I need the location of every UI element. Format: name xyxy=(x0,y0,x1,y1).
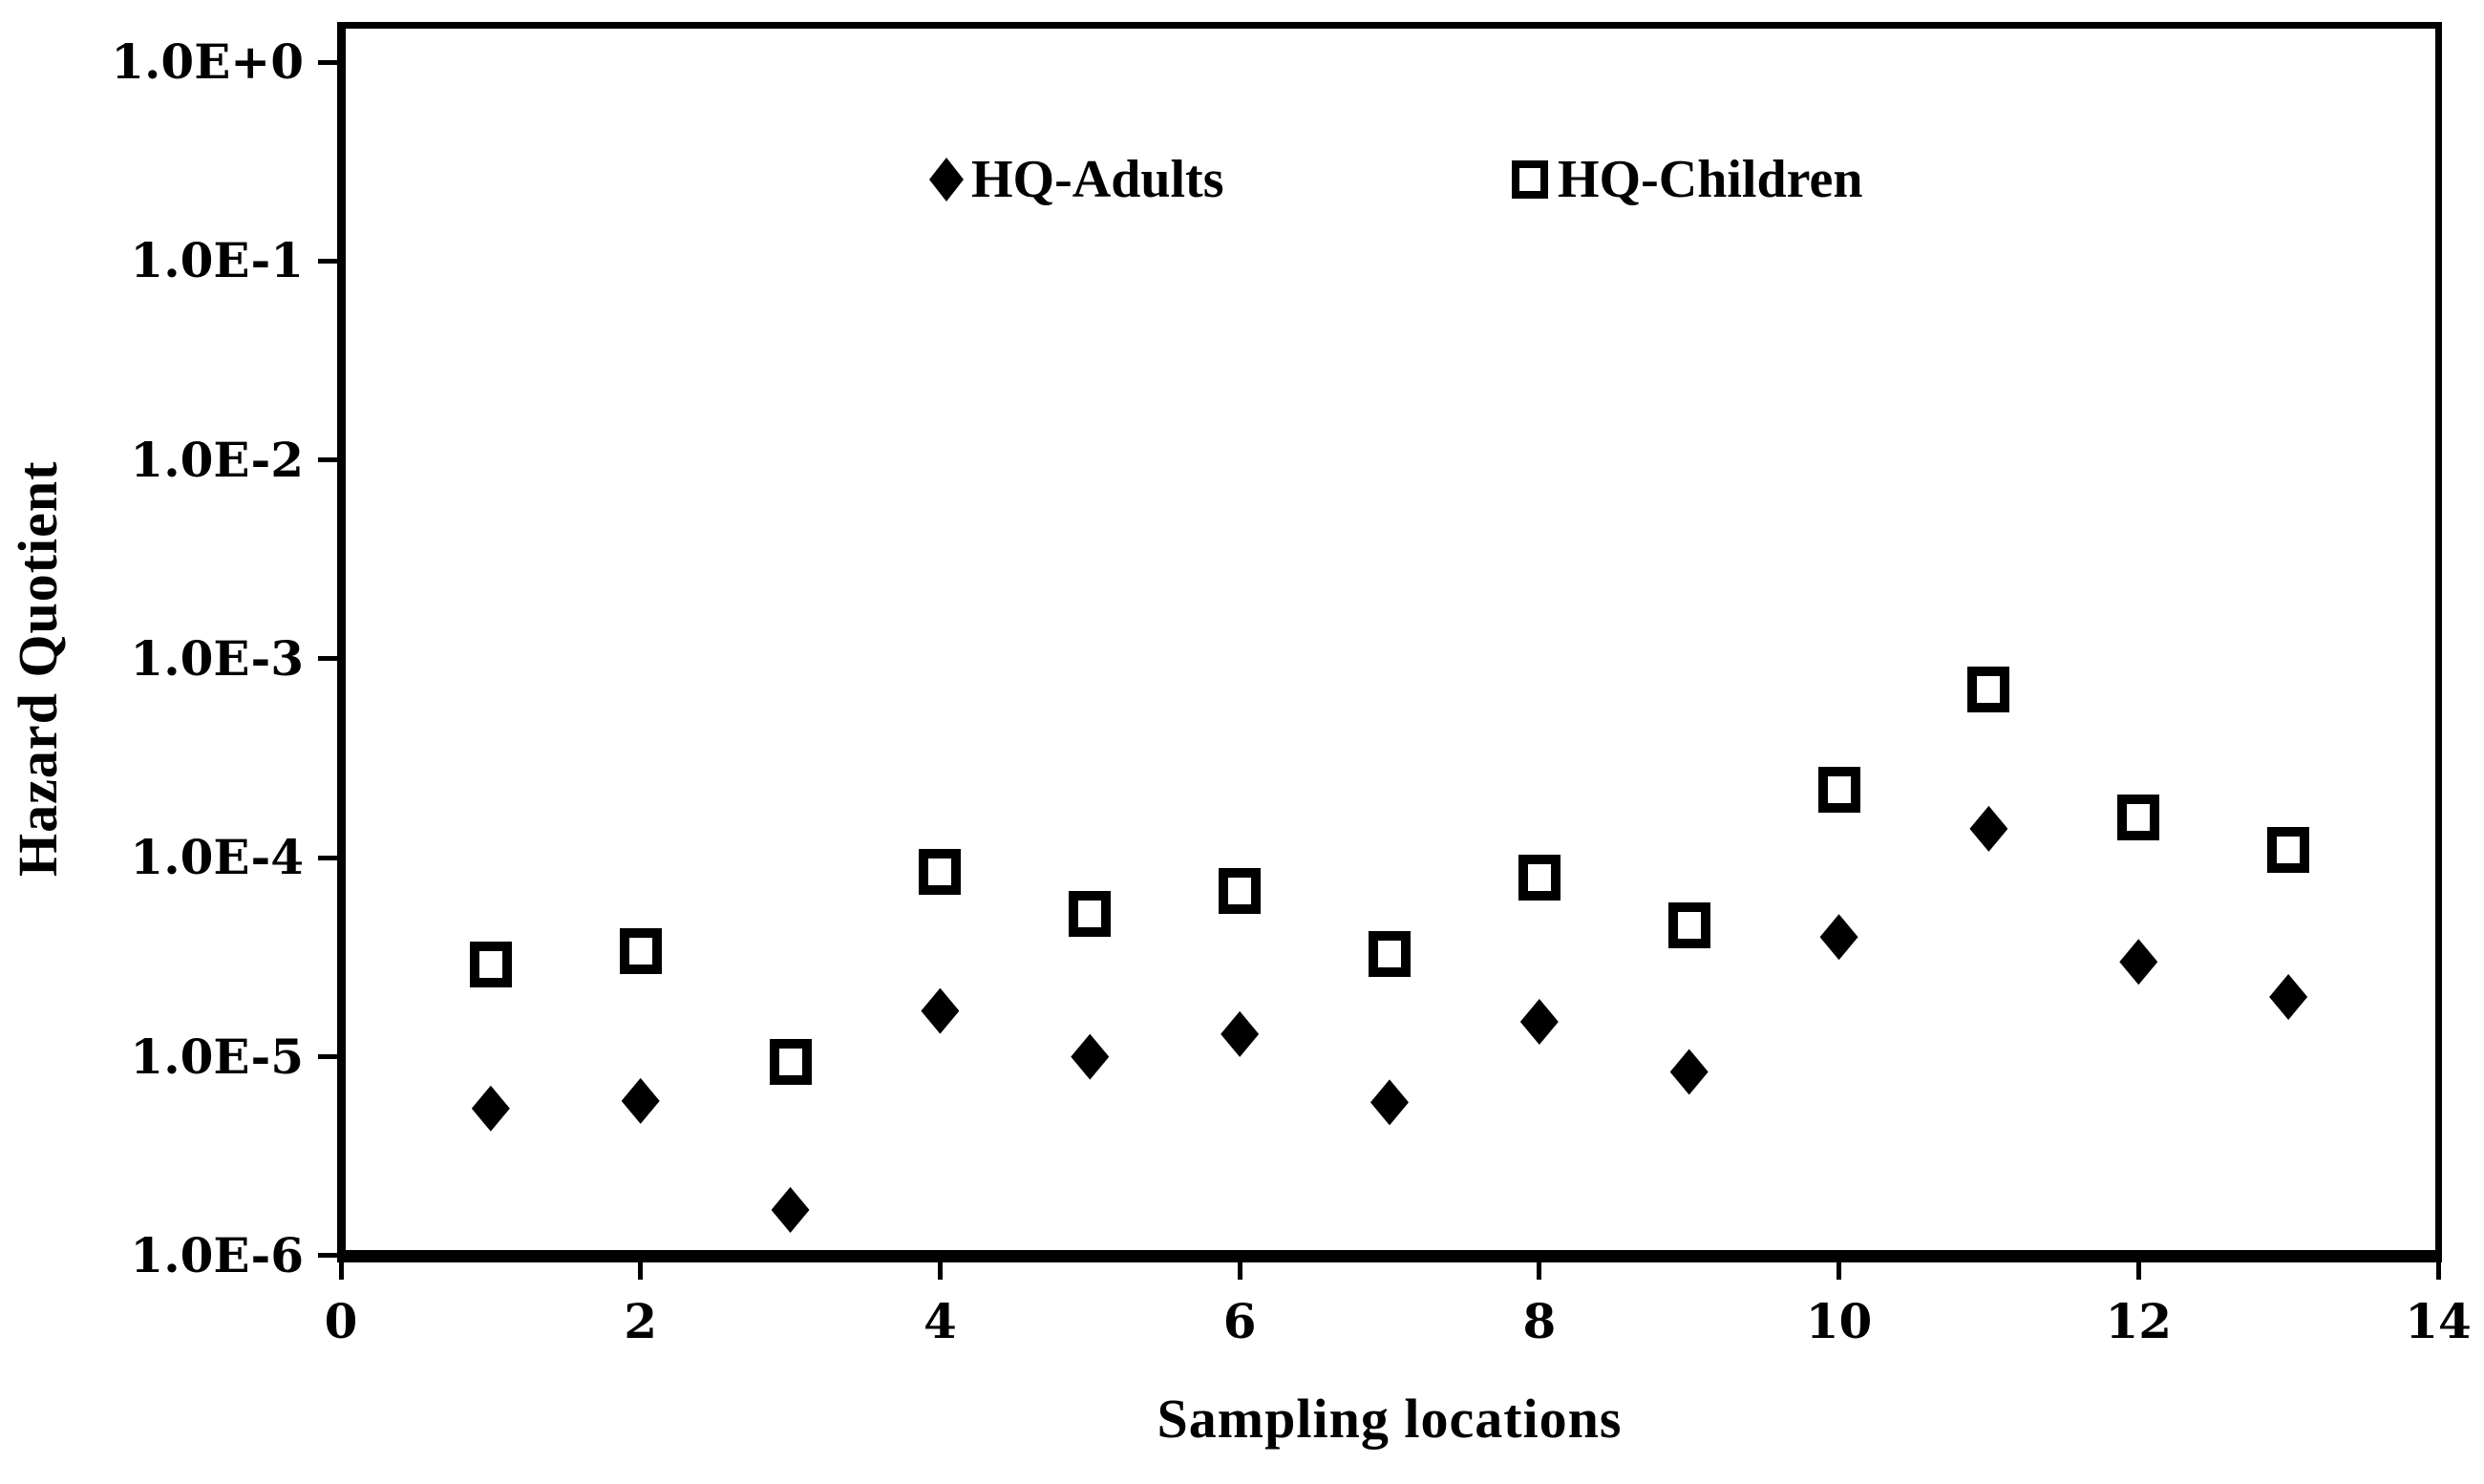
y-tick-label: 1.0E-4 xyxy=(130,829,304,886)
x-tick-label: 4 xyxy=(924,1293,957,1349)
point-hq-children-loc-5 xyxy=(1069,891,1112,938)
legend-item-hq-children: HQ-Children xyxy=(1512,149,1862,210)
point-hq-children-loc-13 xyxy=(2267,826,2310,873)
y-tick-label: 1.0E-1 xyxy=(130,232,304,289)
x-tick-mark xyxy=(2435,1262,2441,1280)
x-tick-mark xyxy=(937,1262,943,1280)
x-tick-label: 14 xyxy=(2405,1293,2472,1349)
x-tick-mark xyxy=(1836,1262,1842,1280)
filled-diamond-icon xyxy=(929,158,964,201)
x-tick-mark xyxy=(2135,1262,2141,1280)
x-axis-title: Sampling locations xyxy=(1157,1388,1623,1450)
point-hq-children-loc-2 xyxy=(619,927,662,974)
legend-label-hq-adults: HQ-Adults xyxy=(971,150,1224,209)
legend-label-hq-children: HQ-Children xyxy=(1558,150,1863,209)
x-tick-mark xyxy=(638,1262,644,1280)
x-tick-label: 8 xyxy=(1522,1293,1557,1349)
y-tick-mark xyxy=(318,457,341,463)
x-tick-label: 0 xyxy=(324,1293,358,1349)
x-tick-label: 10 xyxy=(1805,1293,1873,1349)
legend-item-hq-adults: HQ-Adults xyxy=(929,149,1224,210)
y-tick-mark xyxy=(318,656,341,662)
y-tick-mark xyxy=(318,1253,341,1259)
y-tick-mark xyxy=(318,258,341,264)
x-tick-label: 2 xyxy=(624,1293,658,1349)
y-tick-label: 1.0E-6 xyxy=(130,1226,304,1283)
plot-area xyxy=(337,22,2442,1262)
point-hq-children-loc-9 xyxy=(1667,901,1710,948)
point-hq-children-loc-12 xyxy=(2117,794,2160,840)
x-tick-label: 6 xyxy=(1222,1293,1257,1349)
x-tick-mark xyxy=(1237,1262,1242,1280)
x-tick-mark xyxy=(1537,1262,1542,1280)
y-tick-mark xyxy=(318,855,341,860)
y-tick-label: 1.0E-5 xyxy=(130,1028,304,1085)
point-hq-children-loc-3 xyxy=(769,1039,812,1086)
y-tick-label: 1.0E-3 xyxy=(130,629,304,687)
point-hq-children-loc-8 xyxy=(1518,854,1560,901)
point-hq-children-loc-1 xyxy=(469,942,512,988)
point-hq-children-loc-4 xyxy=(919,849,962,896)
point-hq-children-loc-11 xyxy=(1967,667,2010,713)
point-hq-children-loc-6 xyxy=(1219,868,1262,915)
y-tick-mark xyxy=(318,1054,341,1060)
x-tick-label: 12 xyxy=(2105,1293,2173,1349)
point-hq-children-loc-10 xyxy=(1817,766,1860,813)
y-tick-mark xyxy=(318,59,341,65)
y-tick-label: 1.0E-2 xyxy=(130,431,304,488)
x-tick-mark xyxy=(338,1262,344,1280)
y-tick-label: 1.0E+0 xyxy=(111,33,304,90)
open-square-icon xyxy=(1512,160,1548,199)
point-hq-children-loc-7 xyxy=(1369,930,1411,977)
